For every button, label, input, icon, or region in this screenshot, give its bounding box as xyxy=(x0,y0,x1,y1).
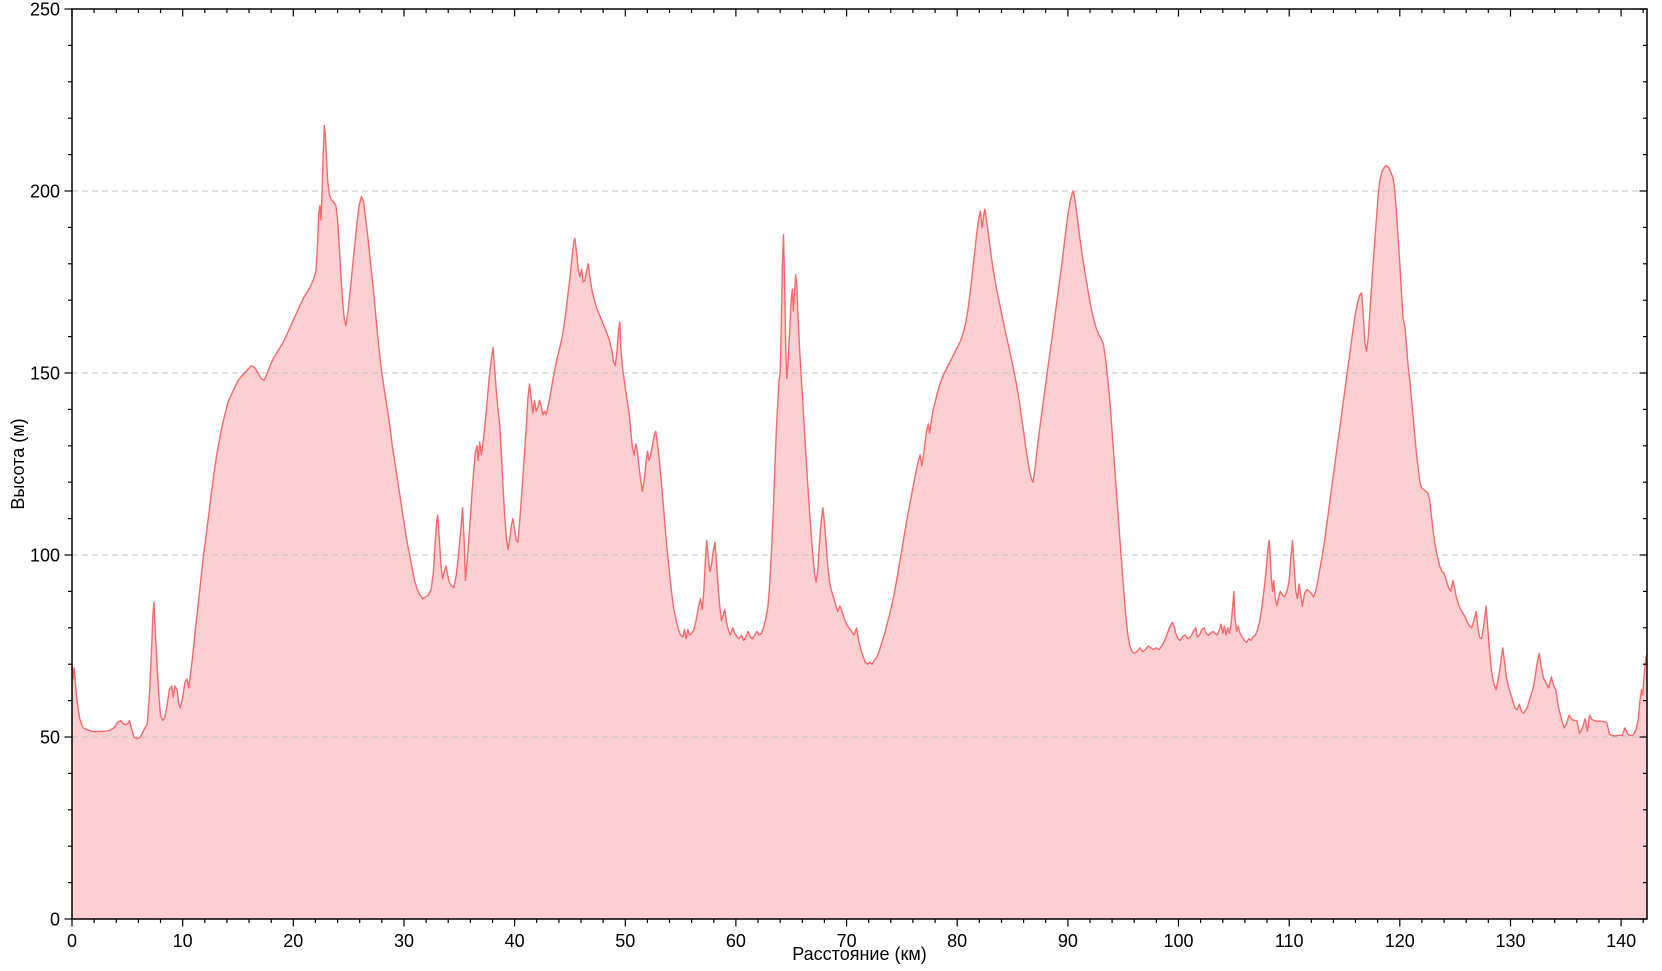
y-tick-label: 0 xyxy=(50,910,60,930)
x-tick-label: 0 xyxy=(67,931,77,951)
y-axis-title: Высота (м) xyxy=(8,418,28,510)
y-tick-label: 200 xyxy=(30,182,60,202)
y-tick-label: 100 xyxy=(30,546,60,566)
x-tick-label: 80 xyxy=(947,931,967,951)
y-tick-label: 50 xyxy=(40,728,60,748)
x-tick-labels: 0 10 20 30 40 50 60 70 80 90 100 110 120 130 140 xyxy=(67,931,1636,951)
x-tick-label: 130 xyxy=(1495,931,1525,951)
x-tick-label: 10 xyxy=(173,931,193,951)
y-tick-labels: 0 50 100 150 200 250 xyxy=(30,0,60,930)
x-tick-label: 20 xyxy=(283,931,303,951)
x-tick-label: 60 xyxy=(726,931,746,951)
x-tick-label: 70 xyxy=(837,931,857,951)
x-tick-label: 100 xyxy=(1163,931,1193,951)
x-tick-label: 30 xyxy=(394,931,414,951)
area-fill xyxy=(72,125,1647,919)
x-tick-label: 110 xyxy=(1275,931,1304,951)
x-axis-title: Расстояние (км) xyxy=(792,944,927,964)
y-tick-label: 250 xyxy=(30,0,60,20)
grid-lines xyxy=(72,190,1647,738)
plot-border xyxy=(71,8,1648,920)
x-tick-label: 140 xyxy=(1606,931,1636,951)
y-tick-label: 150 xyxy=(30,364,60,384)
x-tick-label: 120 xyxy=(1385,931,1415,951)
x-tick-label: 50 xyxy=(615,931,635,951)
x-tick-label: 40 xyxy=(505,931,525,951)
axis-ticks xyxy=(64,8,1647,927)
x-tick-label: 90 xyxy=(1058,931,1078,951)
profile-line xyxy=(71,124,1648,740)
